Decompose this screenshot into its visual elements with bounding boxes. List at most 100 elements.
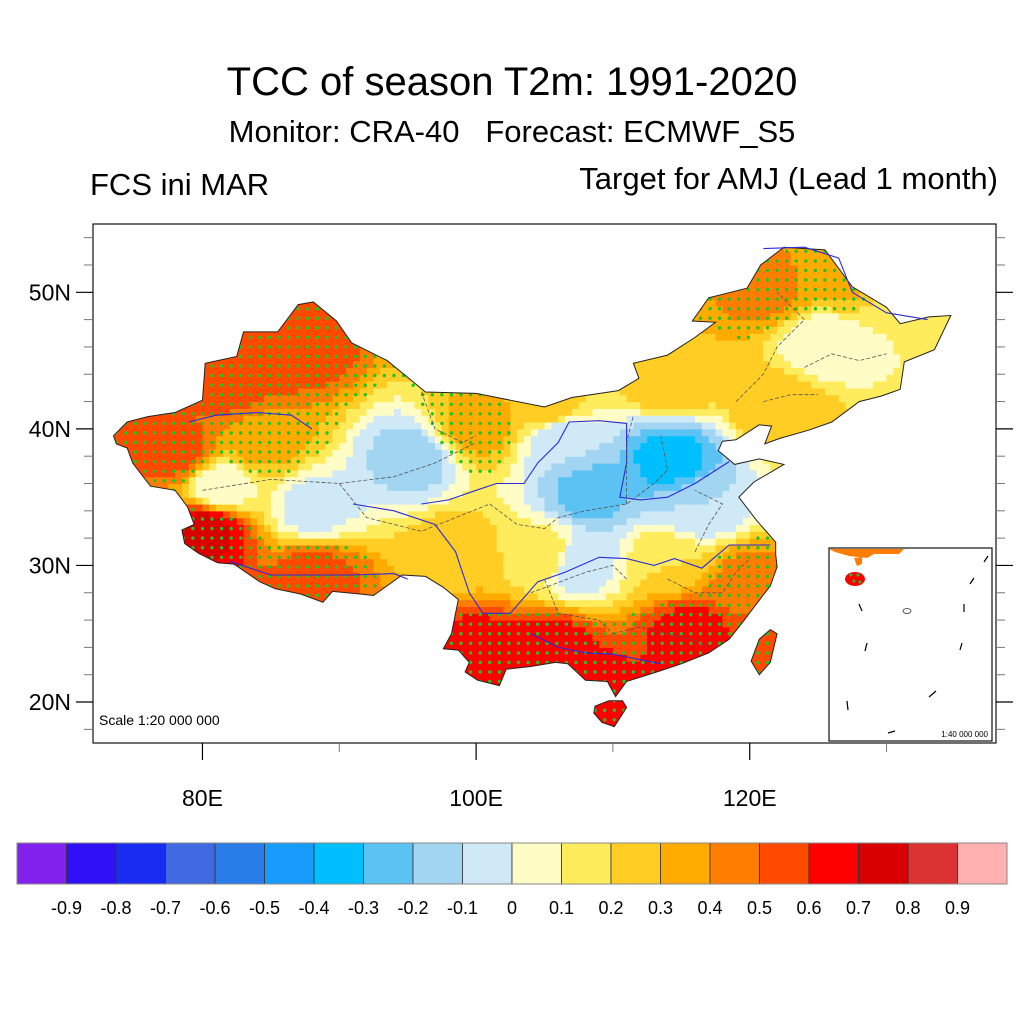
tcc-cell [346,681,354,689]
tcc-cell [599,469,607,478]
tcc-cell [264,667,272,676]
tcc-cell [298,483,306,491]
tcc-cell [647,572,655,580]
tcc-cell [277,708,286,717]
tcc-cell [140,531,149,539]
tcc-cell [353,599,361,607]
tcc-cell [147,592,156,601]
tcc-cell [818,531,826,539]
tcc-cell [455,524,463,532]
tcc-cell [640,558,648,566]
tcc-cell [578,620,587,628]
tcc-cell [414,490,422,498]
tcc-cell [756,695,764,703]
tcc-cell [524,490,532,498]
tcc-cell [565,626,573,635]
tcc-cell [373,456,381,464]
tcc-cell [660,572,669,580]
tcc-cell [243,585,251,594]
tcc-cell [140,469,149,478]
tcc-cell [332,517,340,525]
tcc-cell [441,510,450,519]
tcc-cell [530,456,539,464]
tcc-cell [530,538,539,546]
tcc-cell [134,633,142,642]
tcc-cell [674,715,682,724]
tcc-cell [353,456,361,464]
tcc-cell [414,620,422,628]
tcc-cell [489,497,498,505]
tcc-cell [236,708,245,717]
tcc-cell [510,531,518,539]
tcc-cell [421,510,429,519]
chart-title: TCC of season T2m: 1991-2020 [226,60,798,104]
tcc-cell [346,524,354,532]
tcc-cell [421,483,429,491]
tcc-cell [387,510,395,519]
tcc-cell [667,708,675,717]
tcc-cell [688,695,696,703]
tcc-cell [729,585,737,594]
tcc-cell [633,640,641,648]
tcc-cell [667,538,675,546]
tcc-cell [688,456,696,464]
tcc-cell [168,647,176,655]
tcc-cell [489,476,498,485]
tcc-cell [441,722,450,727]
tcc-cell [558,490,566,498]
tcc-cell [756,483,764,491]
tcc-cell [476,531,484,539]
tcc-cell [359,661,368,669]
tcc-cell [223,688,231,696]
tcc-cell [524,633,532,642]
tcc-cell [626,667,634,676]
tcc-cell [421,504,429,512]
tcc-cell [359,715,368,724]
tcc-cell [127,545,135,553]
tcc-cell [175,524,183,532]
tcc-cell [168,504,176,512]
tcc-cell [421,674,429,683]
tcc-cell [243,654,251,662]
tcc-cell [353,640,361,648]
tcc-cell [188,476,197,485]
tcc-cell [359,469,368,478]
tcc-cell [606,599,614,607]
tcc-cell [941,524,949,532]
tcc-cell [476,647,484,655]
tcc-cell [216,524,224,532]
tcc-cell [756,633,764,642]
tcc-cell [277,661,286,669]
tcc-cell [394,654,402,662]
tcc-cell [257,715,265,724]
tcc-cell [626,613,634,621]
tcc-cell [353,654,361,662]
tcc-cell [489,722,498,727]
tcc-cell [626,592,634,601]
tcc-cell [291,585,299,594]
tcc-cell [113,551,121,560]
tcc-cell [695,647,703,655]
tcc-cell [325,695,333,703]
tcc-cell [421,538,429,546]
tcc-cell [134,483,142,491]
tcc-cell [448,551,457,560]
tcc-cell [339,626,347,635]
tcc-cell [722,620,730,628]
tcc-cell [380,572,388,580]
tcc-cell [695,476,703,485]
tcc-cell [223,517,231,525]
tcc-cell [435,545,443,553]
tcc-cell [893,497,901,505]
tcc-cell [790,565,799,573]
tcc-cell [127,695,135,703]
tcc-cell [681,592,689,601]
tcc-cell [325,667,333,676]
tcc-cell [325,626,333,635]
tcc-cell [729,469,737,478]
tcc-cell [387,688,395,696]
tcc-cell [332,504,340,512]
tcc-cell [565,531,573,539]
tcc-cell [482,463,491,471]
tcc-cell [339,497,347,505]
